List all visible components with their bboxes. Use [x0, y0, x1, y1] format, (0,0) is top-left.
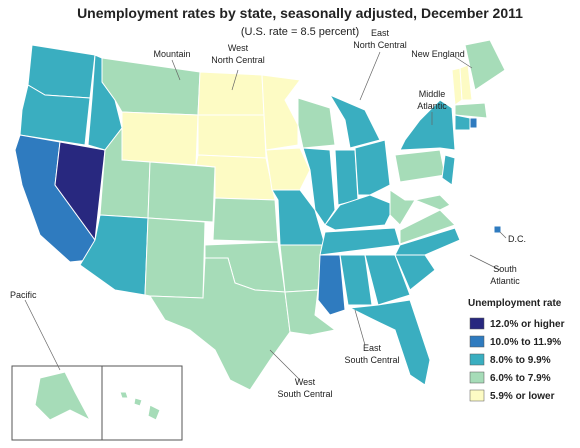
state [279, 244, 323, 293]
title: Unemployment rates by state, seasonally … [77, 5, 523, 21]
state [119, 391, 129, 399]
state [454, 114, 471, 131]
legend-title: Unemployment rate [468, 298, 562, 309]
hawaii-inset [101, 365, 183, 441]
legend-label: 10.0% to 11.9% [490, 337, 561, 348]
state [197, 71, 265, 116]
state [394, 227, 461, 256]
legend: Unemployment rate 12.0% or higher 10.0% t… [468, 298, 565, 402]
state [394, 149, 446, 183]
region-label: East [371, 28, 390, 38]
region-label: South Central [344, 355, 399, 365]
state [324, 194, 396, 231]
state [147, 161, 216, 223]
legend-label: 8.0% to 9.9% [490, 355, 551, 366]
state [133, 397, 143, 407]
state [297, 97, 336, 149]
region-label: West [295, 377, 316, 387]
region-label: North Central [353, 40, 407, 50]
region-label: East [363, 343, 382, 353]
region-label: Middle [419, 89, 446, 99]
state [413, 194, 451, 211]
legend-label: 5.9% or lower [490, 391, 555, 402]
state [454, 102, 488, 119]
state [459, 64, 473, 101]
legend-swatch [469, 371, 485, 384]
region-label: Mountain [153, 49, 190, 59]
states [14, 39, 506, 422]
state [149, 257, 291, 391]
region-label: Atlantic [417, 101, 447, 111]
state [441, 154, 456, 186]
subtitle: (U.S. rate = 8.5 percent) [241, 26, 359, 38]
region-label: South Central [277, 389, 332, 399]
state [354, 139, 391, 196]
state [339, 254, 373, 306]
legend-swatch [469, 353, 485, 366]
state [212, 197, 279, 243]
region-label: D.C. [508, 234, 526, 244]
region-label: Pacific [10, 290, 37, 300]
state [34, 371, 92, 422]
region-labels: Mountain West North Central East North Centr… [10, 28, 526, 399]
state [464, 39, 506, 91]
region-label: New England [411, 49, 465, 59]
state [197, 114, 267, 159]
state [121, 111, 199, 166]
region-label: Atlantic [490, 276, 520, 286]
state [261, 74, 301, 151]
state [389, 189, 416, 226]
legend-label: 12.0% or higher [490, 319, 565, 330]
state [469, 117, 478, 129]
state [265, 147, 311, 191]
state [147, 404, 161, 421]
region-label: South [493, 264, 517, 274]
state [19, 84, 91, 146]
state [493, 225, 502, 234]
legend-swatch [469, 335, 485, 348]
state [399, 99, 456, 151]
region-label: West [228, 43, 249, 53]
legend-swatch [469, 389, 485, 402]
state [364, 254, 411, 306]
state [317, 254, 346, 316]
state [27, 44, 96, 99]
legend-label: 6.0% to 7.9% [490, 373, 551, 384]
state [328, 93, 381, 149]
state [399, 209, 456, 245]
state [334, 149, 359, 206]
state [348, 299, 431, 386]
state [319, 227, 401, 256]
state [144, 217, 206, 299]
region-label: North Central [211, 55, 265, 65]
leader-lines [24, 51, 507, 381]
legend-swatch [469, 317, 485, 330]
